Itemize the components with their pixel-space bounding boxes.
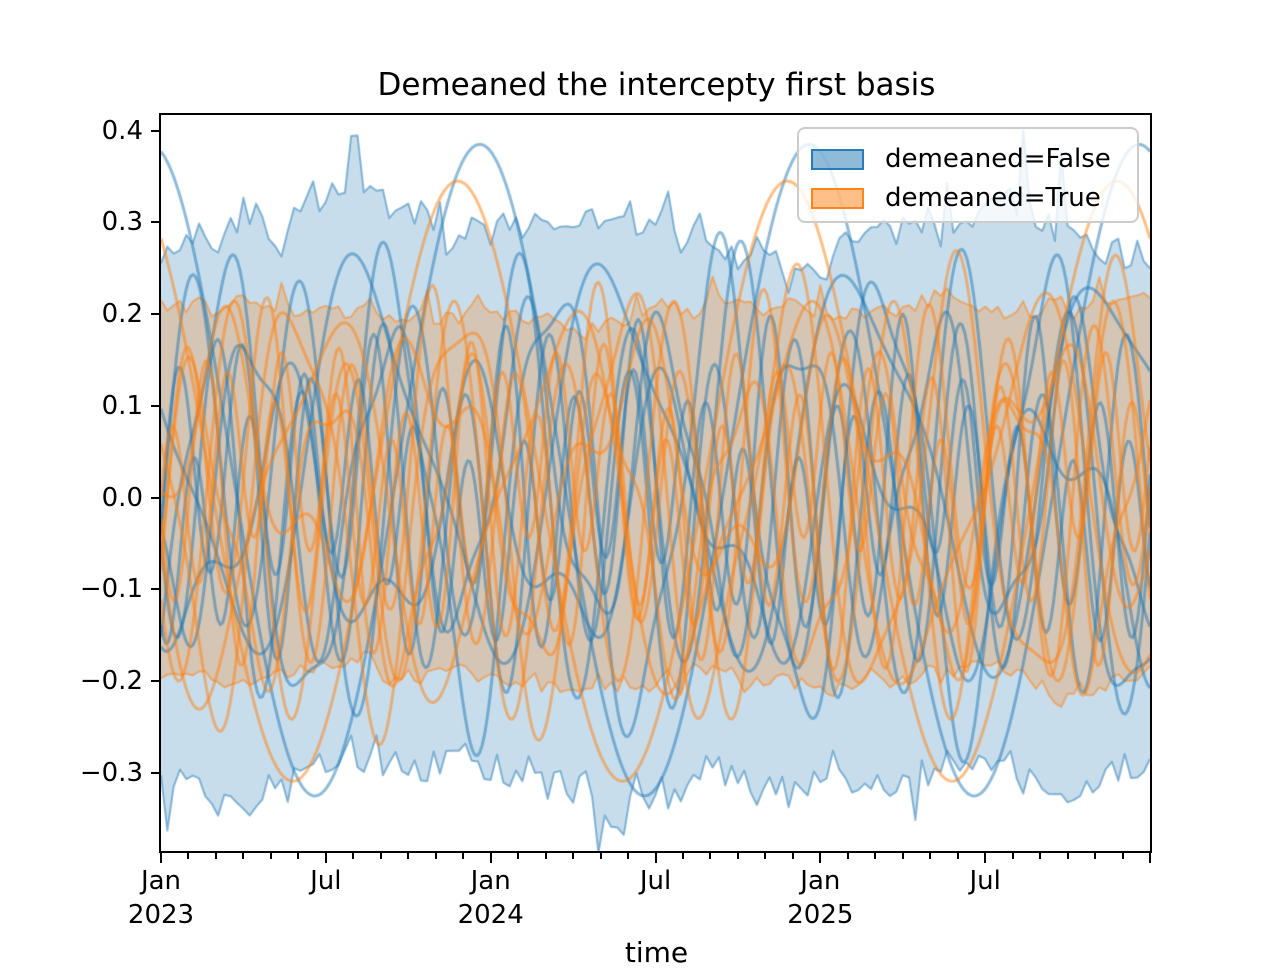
- legend: demeaned=False demeaned=True: [797, 127, 1139, 223]
- x-tick-mark-minor: [572, 853, 575, 859]
- x-tick-mark-minor: [517, 853, 520, 859]
- y-axis-tick-label: −0.3: [79, 757, 143, 788]
- x-axis-label: time: [624, 936, 689, 969]
- x-tick-mark-major: [324, 853, 327, 863]
- y-axis-tick-label: −0.1: [79, 574, 143, 605]
- x-tick-mark-minor: [627, 853, 630, 859]
- x-tick-mark-minor: [791, 853, 794, 859]
- x-axis-tick-label: Jul: [639, 866, 672, 896]
- x-tick-mark-major: [984, 853, 987, 863]
- y-tick-mark: [151, 221, 161, 224]
- x-tick-mark-major: [1149, 853, 1151, 863]
- x-tick-mark-minor: [214, 853, 217, 859]
- y-axis-tick-label: 0.2: [101, 299, 143, 330]
- y-axis-tick-label: 0.4: [101, 115, 143, 146]
- x-tick-mark-minor: [269, 853, 272, 859]
- x-tick-mark-minor: [1011, 853, 1014, 859]
- x-tick-mark-minor: [187, 853, 190, 859]
- x-axis-tick-label: Jan 2023: [127, 866, 195, 930]
- x-tick-mark-minor: [709, 853, 712, 859]
- y-axis-tick-label: 0.0: [101, 482, 143, 513]
- x-tick-mark-major: [489, 853, 492, 863]
- plot-canvas: [161, 115, 1150, 851]
- y-axis-tick-label: 0.1: [101, 390, 143, 421]
- x-tick-mark-minor: [929, 853, 932, 859]
- x-tick-mark-minor: [1094, 853, 1097, 859]
- x-tick-mark-minor: [434, 853, 437, 859]
- y-tick-mark: [151, 680, 161, 683]
- legend-label: demeaned=False: [885, 144, 1111, 174]
- chart-title: Demeaned the intercepty first basis: [377, 67, 936, 103]
- x-tick-mark-minor: [874, 853, 877, 859]
- x-tick-mark-minor: [764, 853, 767, 859]
- x-tick-mark-minor: [379, 853, 382, 859]
- legend-swatch: [811, 187, 864, 209]
- x-tick-mark-minor: [462, 853, 465, 859]
- legend-item: demeaned=True: [811, 179, 1125, 217]
- x-tick-mark-minor: [544, 853, 547, 859]
- y-tick-mark: [151, 588, 161, 591]
- x-tick-mark-minor: [407, 853, 410, 859]
- x-axis-tick-label: Jul: [310, 866, 342, 896]
- x-tick-mark-minor: [846, 853, 849, 859]
- x-tick-mark-minor: [1039, 853, 1042, 859]
- x-tick-mark-major: [654, 853, 657, 863]
- x-tick-mark-minor: [599, 853, 602, 859]
- x-tick-mark-minor: [681, 853, 684, 859]
- y-tick-mark: [151, 496, 161, 499]
- y-axis-tick-label: −0.2: [79, 666, 143, 697]
- x-tick-mark-minor: [901, 853, 904, 859]
- legend-item: demeaned=False: [811, 140, 1125, 178]
- legend-label: demeaned=True: [885, 183, 1101, 213]
- x-tick-mark-major: [160, 853, 162, 863]
- x-tick-mark-minor: [1066, 853, 1069, 859]
- x-tick-mark-minor: [242, 853, 245, 859]
- legend-swatch: [811, 148, 864, 170]
- x-tick-mark-minor: [1121, 853, 1124, 859]
- y-tick-mark: [151, 313, 161, 316]
- y-tick-mark: [151, 404, 161, 407]
- x-axis-tick-label: Jul: [969, 866, 1001, 896]
- x-axis-tick-label: Jan 2025: [787, 866, 854, 930]
- x-axis-tick-label: Jan 2024: [457, 866, 524, 930]
- y-tick-mark: [151, 129, 161, 132]
- x-tick-mark-minor: [956, 853, 959, 859]
- y-axis-tick-label: 0.3: [101, 207, 143, 238]
- axes-spines: [159, 113, 1152, 853]
- x-tick-mark-minor: [736, 853, 739, 859]
- x-tick-mark-minor: [297, 853, 300, 859]
- x-tick-mark-major: [819, 853, 822, 863]
- x-tick-mark-minor: [352, 853, 355, 859]
- y-tick-mark: [151, 771, 161, 774]
